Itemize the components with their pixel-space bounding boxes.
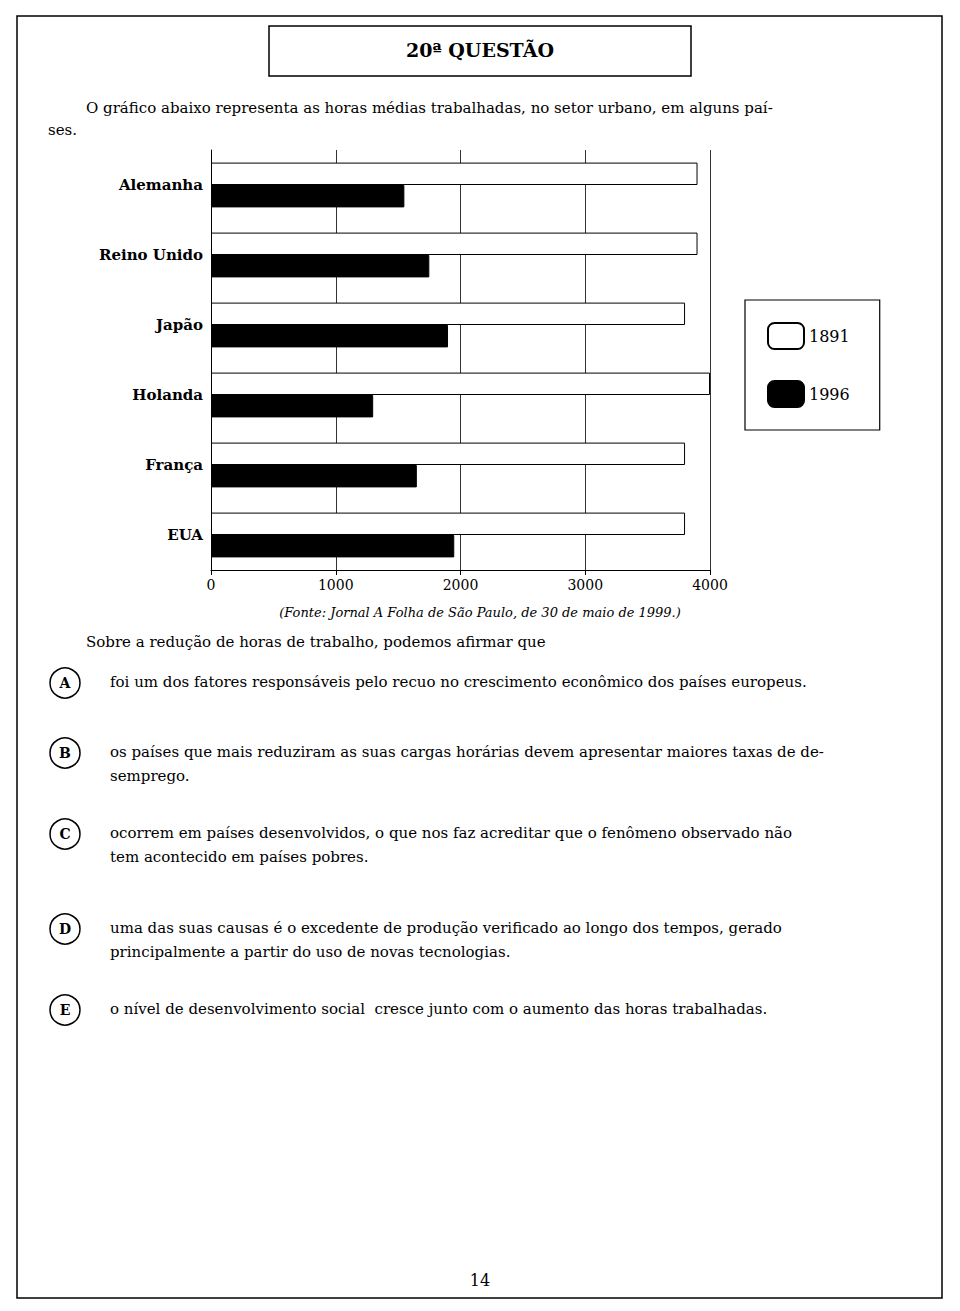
svg-text:O gráfico abaixo representa as: O gráfico abaixo representa as horas méd…	[86, 99, 773, 117]
svg-text:E: E	[60, 1002, 71, 1018]
svg-text:0: 0	[207, 577, 216, 593]
svg-text:semprego.: semprego.	[110, 767, 190, 785]
svg-text:3000: 3000	[567, 577, 603, 593]
svg-text:4000: 4000	[692, 577, 728, 593]
svg-text:França: França	[145, 456, 203, 474]
svg-text:Holanda: Holanda	[132, 386, 203, 404]
svg-text:foi um dos fatores responsávei: foi um dos fatores responsáveis pelo rec…	[110, 673, 807, 691]
svg-text:1996: 1996	[809, 385, 850, 404]
svg-text:1891: 1891	[809, 327, 850, 346]
svg-text:A: A	[59, 675, 72, 691]
svg-text:B: B	[59, 745, 71, 761]
svg-text:EUA: EUA	[167, 526, 203, 544]
svg-text:D: D	[59, 921, 71, 937]
svg-text:ses.: ses.	[48, 121, 77, 139]
svg-text:ocorrem em países desenvolvido: ocorrem em países desenvolvidos, o que n…	[110, 824, 792, 842]
svg-text:principalmente a partir do uso: principalmente a partir do uso de novas …	[110, 943, 510, 961]
svg-text:uma das suas causas é o excede: uma das suas causas é o excedente de pro…	[110, 919, 782, 937]
svg-text:1000: 1000	[318, 577, 354, 593]
svg-text:20ª QUESTÃO: 20ª QUESTÃO	[406, 39, 554, 61]
svg-text:Japão: Japão	[154, 316, 203, 334]
svg-text:tem acontecido em países pobre: tem acontecido em países pobres.	[110, 848, 368, 866]
svg-text:Alemanha: Alemanha	[118, 176, 203, 194]
svg-text:o nível de desenvolvimento soc: o nível de desenvolvimento social cresce…	[110, 1000, 767, 1018]
svg-text:(Fonte: Jornal A Folha de São: (Fonte: Jornal A Folha de São Paulo, de …	[279, 605, 681, 620]
svg-text:14: 14	[470, 1271, 490, 1290]
svg-text:Sobre a redução de horas de tr: Sobre a redução de horas de trabalho, po…	[86, 633, 546, 651]
svg-text:C: C	[59, 826, 70, 842]
svg-text:Reino Unido: Reino Unido	[99, 246, 203, 264]
svg-text:os países que mais reduziram a: os países que mais reduziram as suas car…	[110, 743, 824, 761]
svg-text:2000: 2000	[443, 577, 479, 593]
